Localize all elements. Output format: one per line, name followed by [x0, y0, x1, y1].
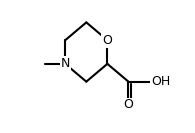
- Text: O: O: [102, 34, 112, 47]
- Text: OH: OH: [151, 75, 170, 88]
- Text: O: O: [123, 98, 133, 111]
- Text: N: N: [61, 57, 70, 70]
